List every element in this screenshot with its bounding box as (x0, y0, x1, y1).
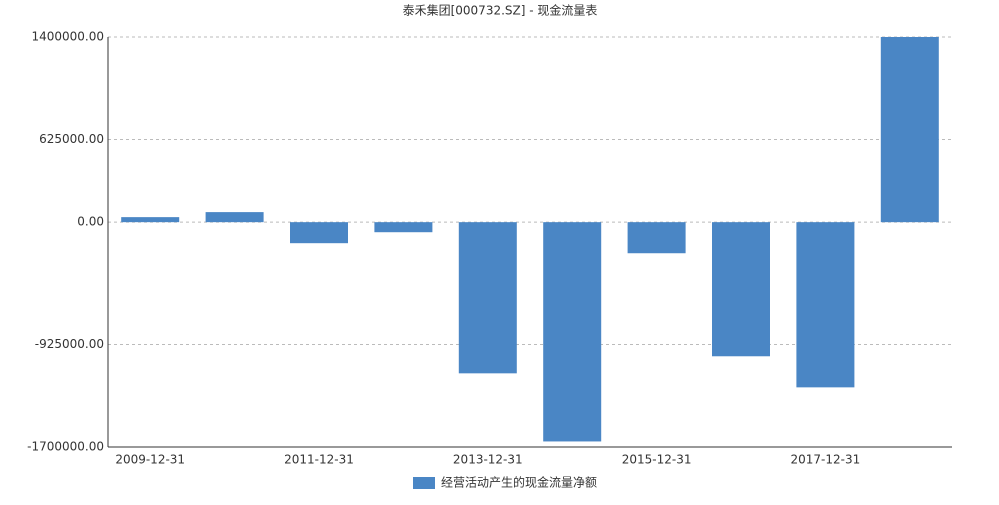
x-tick-label: 2009-12-31 (115, 453, 185, 467)
y-tick-label: 625000.00 (39, 132, 104, 146)
bar (796, 222, 855, 388)
x-tick-label: 2013-12-31 (453, 453, 523, 467)
x-tick-label: 2017-12-31 (791, 453, 861, 467)
y-tick-label: 0.00 (77, 215, 104, 229)
bar (543, 222, 602, 442)
bar (627, 222, 686, 254)
bar (121, 217, 180, 223)
bar (374, 222, 433, 233)
x-tick-label: 2011-12-31 (284, 453, 354, 467)
bar (880, 37, 939, 223)
y-tick-label: 1400000.00 (31, 30, 104, 44)
bar (205, 212, 264, 223)
legend-label: 经营活动产生的现金流量净额 (441, 475, 597, 490)
y-tick-label: -1700000.00 (27, 440, 104, 454)
bar (712, 222, 770, 357)
x-tick-label: 2015-12-31 (622, 453, 692, 467)
y-tick-label: -925000.00 (35, 337, 104, 351)
chart-title: 泰禾集团[000732.SZ] - 现金流量表 (403, 3, 598, 18)
bar (290, 222, 348, 244)
legend-swatch (413, 477, 435, 489)
bar (458, 222, 517, 374)
